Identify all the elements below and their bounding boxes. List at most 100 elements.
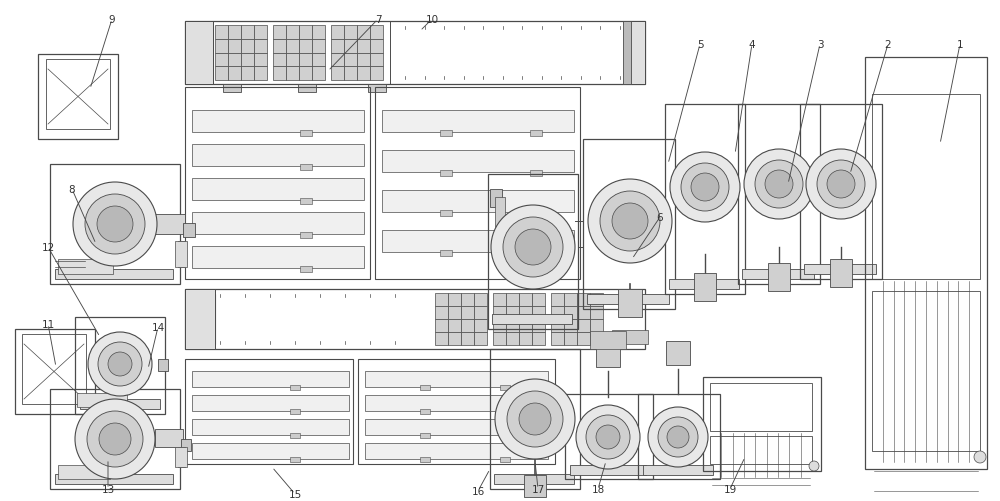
Bar bbox=[506, 294, 519, 307]
Text: 8: 8 bbox=[69, 185, 75, 194]
Bar bbox=[299, 67, 312, 81]
Bar bbox=[618, 290, 642, 317]
Text: 6: 6 bbox=[657, 212, 663, 222]
Bar bbox=[493, 319, 506, 332]
Text: 14: 14 bbox=[151, 322, 165, 332]
Bar bbox=[228, 26, 241, 40]
Bar bbox=[300, 198, 312, 204]
Bar bbox=[365, 419, 548, 435]
Bar bbox=[358, 359, 555, 464]
Bar bbox=[390, 22, 625, 85]
Bar bbox=[185, 22, 645, 85]
Circle shape bbox=[85, 194, 145, 255]
Bar bbox=[530, 210, 542, 216]
Bar bbox=[241, 54, 254, 67]
Bar bbox=[551, 319, 564, 332]
Bar bbox=[370, 67, 383, 81]
Text: 18: 18 bbox=[591, 484, 605, 494]
Bar bbox=[286, 40, 299, 54]
Bar bbox=[254, 67, 267, 81]
Circle shape bbox=[612, 203, 648, 239]
Bar bbox=[519, 332, 532, 345]
Circle shape bbox=[97, 206, 133, 242]
Bar bbox=[344, 40, 357, 54]
Bar bbox=[492, 314, 572, 324]
Bar bbox=[273, 67, 286, 81]
Circle shape bbox=[974, 451, 986, 463]
Bar bbox=[192, 395, 349, 411]
Circle shape bbox=[503, 217, 563, 278]
Text: 16: 16 bbox=[471, 486, 485, 496]
Bar bbox=[183, 223, 195, 237]
Circle shape bbox=[519, 403, 551, 435]
Circle shape bbox=[88, 332, 152, 396]
Bar bbox=[500, 385, 510, 390]
Bar bbox=[872, 292, 980, 451]
Bar bbox=[461, 307, 474, 319]
Bar bbox=[331, 67, 344, 81]
Circle shape bbox=[765, 171, 793, 198]
Text: 19: 19 bbox=[723, 484, 737, 494]
Text: 7: 7 bbox=[375, 15, 381, 25]
Bar bbox=[710, 383, 812, 431]
Bar bbox=[800, 105, 882, 280]
Bar bbox=[241, 40, 254, 54]
Bar bbox=[461, 332, 474, 345]
Polygon shape bbox=[203, 27, 213, 80]
Bar bbox=[590, 307, 603, 319]
Bar bbox=[192, 443, 349, 459]
Bar bbox=[519, 319, 532, 332]
Bar bbox=[299, 26, 312, 40]
Bar bbox=[286, 26, 299, 40]
Bar bbox=[331, 54, 344, 67]
Circle shape bbox=[515, 229, 551, 266]
Bar bbox=[440, 250, 452, 257]
Bar bbox=[448, 332, 461, 345]
Bar bbox=[175, 447, 187, 467]
Bar bbox=[440, 210, 452, 216]
Circle shape bbox=[75, 399, 155, 479]
Bar bbox=[488, 175, 578, 329]
Bar bbox=[331, 26, 344, 40]
Bar bbox=[228, 54, 241, 67]
Bar bbox=[158, 359, 168, 371]
Bar bbox=[440, 131, 452, 137]
Bar bbox=[357, 67, 370, 81]
Bar bbox=[590, 332, 603, 345]
Bar bbox=[300, 232, 312, 238]
Bar bbox=[493, 332, 506, 345]
Bar bbox=[564, 319, 577, 332]
Bar bbox=[22, 334, 86, 404]
Bar bbox=[435, 319, 448, 332]
Bar bbox=[490, 189, 502, 207]
Bar bbox=[382, 230, 574, 253]
Circle shape bbox=[648, 407, 708, 467]
Bar bbox=[500, 433, 510, 438]
Bar bbox=[215, 54, 228, 67]
Bar bbox=[365, 371, 548, 387]
Bar bbox=[519, 307, 532, 319]
Circle shape bbox=[98, 342, 142, 386]
Bar bbox=[375, 88, 580, 280]
Bar bbox=[298, 85, 316, 93]
Bar bbox=[703, 377, 821, 471]
Bar bbox=[185, 290, 645, 349]
Bar bbox=[370, 54, 383, 67]
Bar bbox=[420, 457, 430, 462]
Bar bbox=[530, 250, 542, 257]
Bar bbox=[365, 395, 548, 411]
Circle shape bbox=[744, 150, 814, 219]
Bar bbox=[590, 319, 603, 332]
Bar bbox=[440, 171, 452, 177]
Circle shape bbox=[806, 150, 876, 219]
Bar bbox=[344, 54, 357, 67]
Bar bbox=[587, 295, 669, 305]
Bar bbox=[532, 294, 545, 307]
Polygon shape bbox=[205, 295, 215, 344]
Bar bbox=[474, 332, 487, 345]
Circle shape bbox=[809, 461, 819, 471]
Bar bbox=[694, 274, 716, 302]
Bar bbox=[290, 433, 300, 438]
Bar bbox=[344, 67, 357, 81]
Bar bbox=[665, 105, 745, 295]
